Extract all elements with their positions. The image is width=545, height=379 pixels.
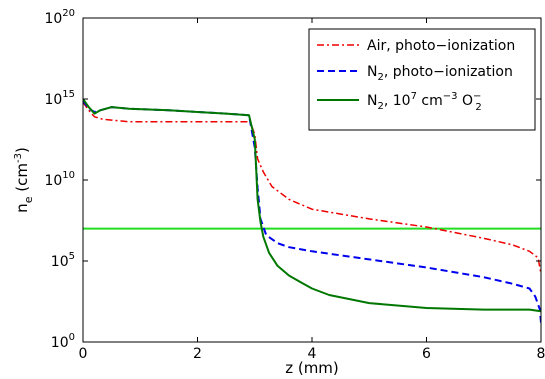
y-tick-label: 1020: [44, 8, 75, 27]
y-tick-label: 1010: [44, 170, 75, 189]
x-axis-label-text: z (mm): [285, 359, 339, 377]
x-tick-label: 8: [537, 346, 545, 362]
legend-entry-3: N2, 107 cm−3 O− 2: [367, 91, 482, 113]
series-layer: [83, 98, 541, 323]
legend-box: [308, 28, 536, 131]
y-tick-label: 1015: [44, 89, 75, 108]
y-axis-label-text: ne (cm-3): [13, 147, 35, 213]
legend-entry-1: Air, photo−ionization: [367, 38, 515, 54]
x-tick-label: 0: [79, 346, 88, 362]
y-axis-label: ne (cm-3): [13, 147, 35, 213]
x-tick-label: 6: [422, 346, 431, 362]
legend-entry-2: N2, photo−ionization: [367, 64, 513, 83]
series-line-3: [83, 98, 541, 313]
x-axis-label: z (mm): [285, 359, 339, 377]
x-tick-label: 2: [193, 346, 202, 362]
legend: Air, photo−ionization N2, photo−ionizatio…: [308, 28, 536, 131]
x-tick-label: 4: [308, 346, 317, 362]
y-tick-label: 105: [51, 251, 75, 270]
y-tick-label: 100: [51, 332, 75, 351]
series-line-1: [83, 101, 541, 275]
